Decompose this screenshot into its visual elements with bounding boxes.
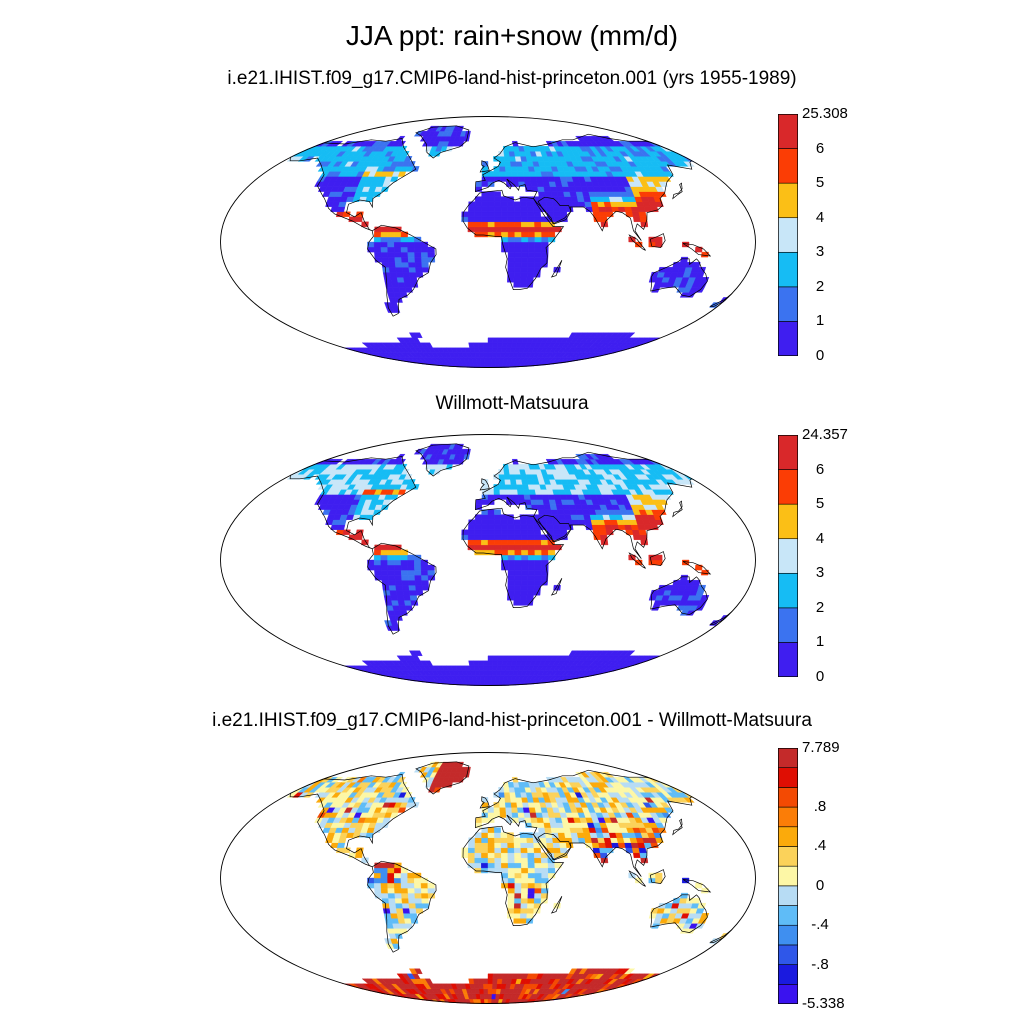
colorbar-tick-label: 5 [815,174,825,192]
colorbar-tick-label: 5 [815,495,825,513]
colorbar-box [778,538,798,574]
colorbar-box [778,826,798,847]
colorbar-tick-label: 3 [815,243,825,261]
colorbar-tick-label: -.4 [811,916,829,934]
colorbar-tick-label: .4 [813,837,827,855]
colorbar-tick-label: 4 [815,529,825,547]
colorbar-box [778,435,798,470]
colorbar-box [778,905,798,926]
colorbar-tick-label: -.8 [811,955,829,973]
colorbar-box [778,251,798,288]
colorbar-tick-label: 0 [815,876,825,894]
panel-3-title: i.e21.IHIST.f09_g17.CMIP6-land-hist-prin… [212,710,812,731]
colorbar-box [778,748,798,768]
colorbar-tick-label: 2 [815,598,825,616]
colorbar-box [778,182,798,219]
colorbar-tick-label: 24.357 [802,426,848,443]
colorbar-box [778,787,798,808]
panel-1-map [220,116,756,368]
colorbar-tick-label: 7.789 [802,739,840,756]
colorbar-tick-label: 6 [815,460,825,478]
colorbar-tick-label: 2 [815,277,825,295]
colorbar-box [778,217,798,253]
colorbar-tick-label: 6 [815,139,825,157]
colorbar-box [778,469,798,505]
colorbar-box [778,607,798,643]
map-border [220,434,756,686]
colorbar-box [778,865,798,887]
colorbar-tick-label: 1 [815,633,825,651]
colorbar-tick-label: 4 [815,208,825,226]
colorbar-box [778,642,798,677]
colorbar-box [778,806,798,828]
colorbar-box [778,572,798,609]
panel-1-colorbar [778,114,798,356]
colorbar-box [778,846,798,867]
colorbar-tick-label: 0 [815,347,825,364]
panel-3-map [220,752,756,1004]
panel-2-map [220,434,756,686]
coastlines [289,443,736,635]
colorbar-tick-label: 3 [815,564,825,582]
colorbar-tick-label: -5.338 [802,995,845,1012]
colorbar-box [778,286,798,322]
colorbar-box [778,114,798,149]
colorbar-box [778,885,798,906]
coastlines [289,125,736,317]
colorbar-box [778,964,798,985]
colorbar-box [778,944,798,965]
panel-1-title: i.e21.IHIST.f09_g17.CMIP6-land-hist-prin… [227,68,797,89]
colorbar-box [778,767,798,788]
panel-2-colorbar [778,435,798,677]
colorbar-box [778,321,798,356]
colorbar-box [778,503,798,540]
panel-2-title: Willmott-Matsuura [435,393,589,414]
colorbar-box [778,924,798,946]
colorbar-tick-label: 25.308 [802,105,848,122]
map-border [220,752,756,1004]
map-border [220,116,756,368]
panel-3-colorbar [778,748,798,1004]
colorbar-tick-label: 1 [815,312,825,330]
colorbar-tick-label: 0 [815,668,825,685]
colorbar-box [778,984,798,1004]
colorbar-box [778,148,798,184]
colorbar-tick-label: .8 [813,798,827,816]
figure-title: JJA ppt: rain+snow (mm/d) [345,20,679,51]
